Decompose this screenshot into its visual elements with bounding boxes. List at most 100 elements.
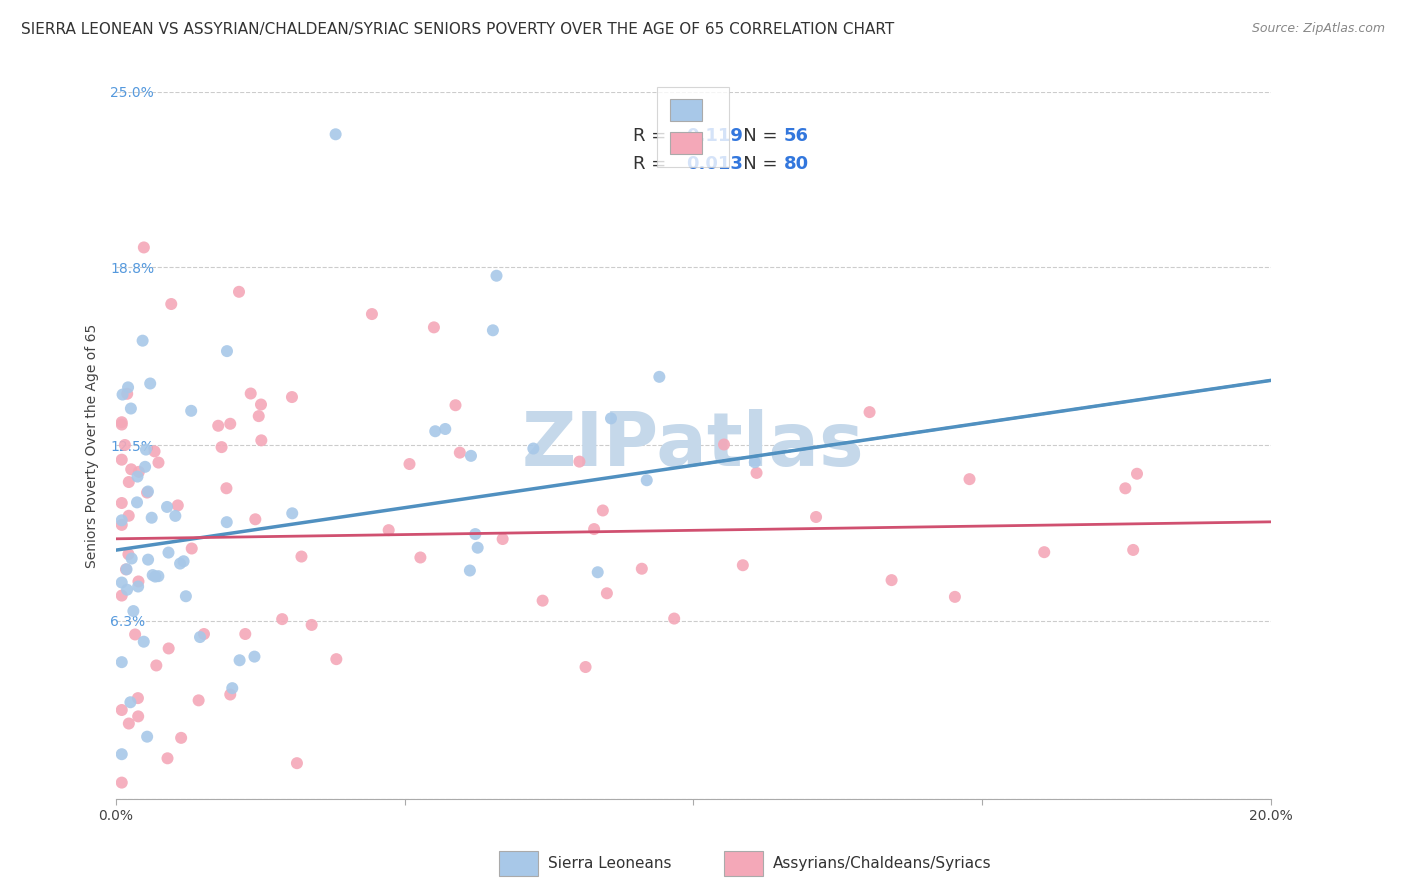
Point	[111, 452, 134, 467]
Point	[187, 693, 209, 707]
Point	[630, 562, 652, 576]
Point	[281, 390, 304, 404]
Point	[250, 398, 273, 412]
Point	[492, 532, 515, 546]
Point	[148, 569, 170, 583]
Point	[301, 618, 323, 632]
Point	[117, 380, 139, 394]
Point	[1122, 543, 1144, 558]
Point	[156, 500, 179, 514]
Point	[193, 627, 215, 641]
Point	[1033, 545, 1056, 559]
Point	[115, 562, 138, 576]
Point	[136, 552, 159, 566]
Point	[713, 437, 735, 451]
Point	[325, 128, 347, 142]
Point	[592, 503, 614, 517]
Point	[132, 240, 155, 254]
Point	[170, 731, 193, 745]
Point	[143, 569, 166, 583]
Point	[127, 580, 149, 594]
Point	[464, 527, 486, 541]
Text: Sierra Leoneans: Sierra Leoneans	[548, 856, 672, 871]
Point	[188, 630, 211, 644]
Point	[111, 417, 134, 432]
Point	[271, 612, 294, 626]
Y-axis label: Seniors Poverty Over the Age of 65: Seniors Poverty Over the Age of 65	[86, 323, 100, 567]
Point	[134, 459, 156, 474]
Point	[943, 590, 966, 604]
Point	[132, 634, 155, 648]
Text: R =: R =	[633, 127, 678, 145]
Text: SIERRA LEONEAN VS ASSYRIAN/CHALDEAN/SYRIAC SENIORS POVERTY OVER THE AGE OF 65 CO: SIERRA LEONEAN VS ASSYRIAN/CHALDEAN/SYRI…	[21, 22, 894, 37]
Point	[239, 386, 262, 401]
Point	[165, 508, 187, 523]
Point	[145, 658, 167, 673]
Point	[111, 589, 134, 603]
Point	[636, 473, 658, 487]
Point	[111, 513, 134, 527]
Point	[247, 409, 270, 424]
Point	[731, 558, 754, 573]
Point	[434, 422, 457, 436]
Text: 0.119: 0.119	[686, 127, 744, 145]
Point	[125, 495, 148, 509]
Point	[135, 442, 157, 457]
Text: R =: R =	[633, 155, 678, 173]
Point	[127, 709, 149, 723]
Point	[117, 547, 139, 561]
Point	[219, 417, 242, 431]
Point	[221, 681, 243, 695]
Point	[111, 387, 134, 401]
Point	[160, 297, 183, 311]
Point	[377, 523, 399, 537]
Point	[127, 574, 149, 589]
Point	[173, 554, 195, 568]
Point	[744, 455, 766, 469]
Point	[169, 557, 191, 571]
Point	[115, 582, 138, 597]
Point	[482, 323, 505, 337]
Point	[219, 688, 242, 702]
Point	[136, 730, 159, 744]
Point	[804, 510, 827, 524]
Point	[568, 455, 591, 469]
Point	[531, 593, 554, 607]
Point	[115, 386, 138, 401]
Point	[111, 747, 134, 762]
Point	[460, 449, 482, 463]
Text: Source: ZipAtlas.com: Source: ZipAtlas.com	[1251, 22, 1385, 36]
Point	[245, 512, 267, 526]
Point	[409, 550, 432, 565]
Point	[131, 334, 153, 348]
Point	[444, 398, 467, 412]
Point	[596, 586, 619, 600]
Point	[139, 376, 162, 391]
Point	[1126, 467, 1149, 481]
Point	[121, 551, 143, 566]
Point	[111, 415, 134, 429]
Point	[228, 285, 250, 299]
Point	[858, 405, 880, 419]
Point	[111, 655, 134, 669]
Point	[215, 515, 238, 529]
Point	[250, 434, 273, 448]
Point	[122, 604, 145, 618]
Point	[111, 575, 134, 590]
Point	[111, 517, 134, 532]
Text: 0.013: 0.013	[686, 155, 744, 173]
Point	[325, 652, 347, 666]
Text: N =: N =	[725, 127, 783, 145]
Point	[141, 510, 163, 524]
Point	[423, 320, 446, 334]
Point	[467, 541, 489, 555]
Point	[880, 573, 903, 587]
Text: N =: N =	[725, 155, 783, 173]
Point	[118, 475, 141, 489]
Point	[128, 465, 150, 479]
Point	[120, 462, 142, 476]
Text: Assyrians/Chaldeans/Syriacs: Assyrians/Chaldeans/Syriacs	[773, 856, 991, 871]
Point	[111, 496, 134, 510]
Point	[148, 456, 170, 470]
Point	[136, 485, 159, 500]
